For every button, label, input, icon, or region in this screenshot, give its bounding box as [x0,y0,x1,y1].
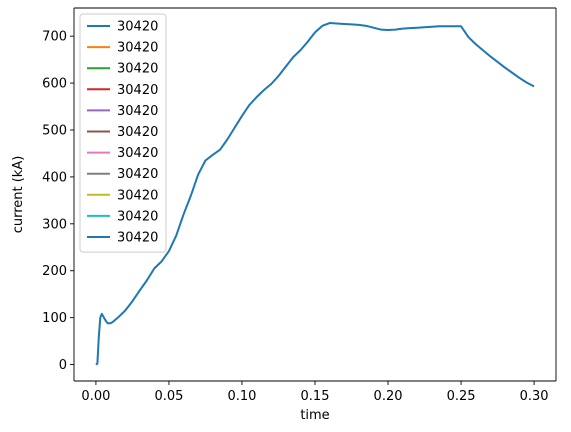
x-tick-label: 0.15 [301,389,330,404]
legend-label: 30420 [117,209,158,224]
legend-label: 30420 [117,125,158,140]
y-tick-label: 200 [42,264,67,279]
x-tick-label: 0.20 [374,389,403,404]
x-tick-label: 0.05 [154,389,183,404]
y-axis-ticks: 0 100 200 300 400 500 600 700 [42,30,74,373]
y-axis-label: current (kA) [11,156,26,234]
x-axis-ticks: 0.00 0.05 0.10 0.15 0.20 0.25 0.30 [81,381,549,404]
legend-label: 30420 [117,146,158,161]
x-tick-label: 0.10 [227,389,256,404]
x-tick-label: 0.30 [520,389,549,404]
y-tick-label: 400 [42,170,67,185]
legend: 30420 30420 30420 30420 30420 30420 30420 30420… [79,13,167,253]
y-tick-label: 300 [42,217,67,232]
legend-box [79,13,167,253]
y-tick-label: 600 [42,77,67,92]
y-tick-label: 700 [42,30,67,45]
legend-label: 30420 [117,104,158,119]
x-tick-label: 0.00 [81,389,110,404]
series-layer [95,22,535,366]
x-tick-label: 0.25 [447,389,476,404]
legend-label: 30420 [117,83,158,98]
series-line-1 [95,22,535,366]
legend-label: 30420 [117,62,158,77]
y-tick-label: 500 [42,123,67,138]
legend-label: 30420 [117,188,158,203]
legend-label: 30420 [117,231,158,246]
legend-label: 30420 [117,41,158,56]
y-tick-label: 100 [42,311,67,326]
y-tick-label: 0 [59,358,67,373]
legend-label: 30420 [117,167,158,182]
x-axis-label: time [300,408,329,423]
legend-label: 30420 [117,20,158,35]
